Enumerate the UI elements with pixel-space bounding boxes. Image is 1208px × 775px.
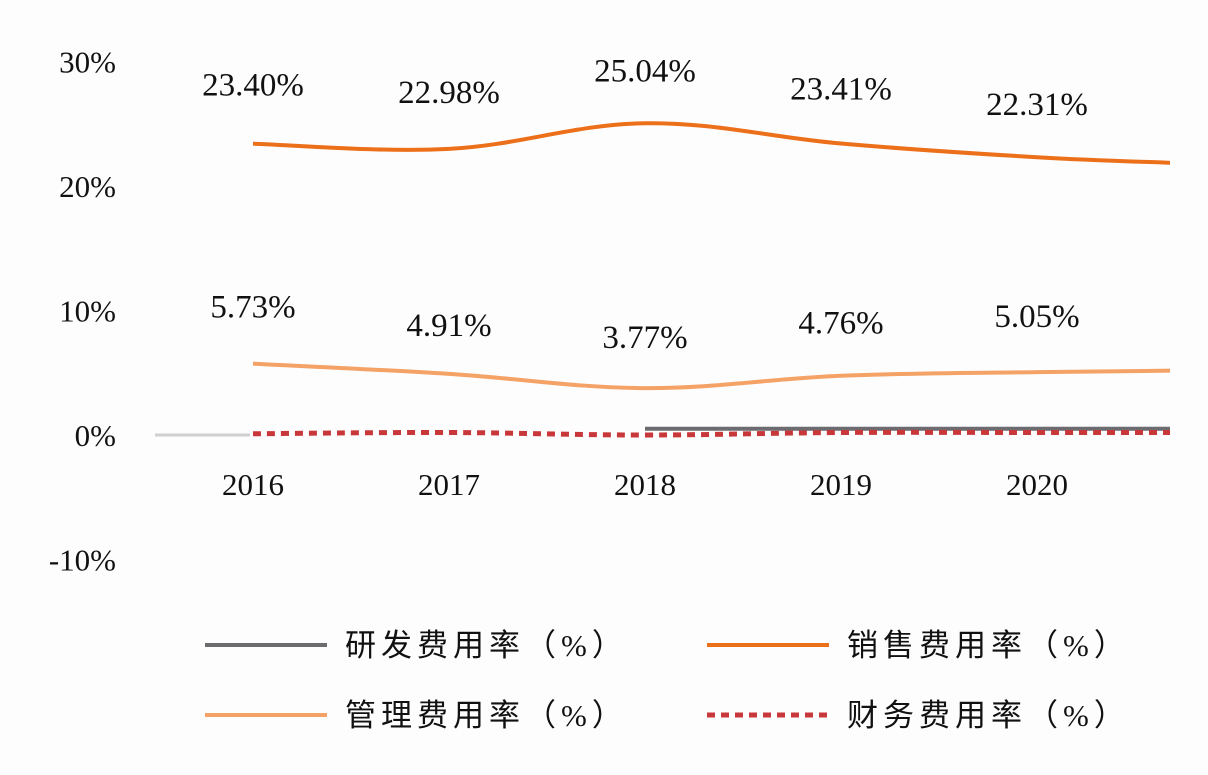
y-tick-label: -10% [49, 543, 116, 578]
series-line-2 [252, 361, 1171, 391]
data-label: 25.04% [594, 53, 696, 89]
x-tick-label: 2020 [1006, 467, 1068, 502]
x-tick-label: 2016 [222, 467, 284, 502]
legend-label: 财务费用率（%） [847, 698, 1130, 733]
data-label: 22.31% [986, 87, 1088, 123]
legend-label: 管理费用率（%） [345, 698, 628, 733]
data-label: 22.98% [398, 75, 500, 111]
y-tick-label: 20% [59, 169, 116, 204]
y-tick-label: 0% [75, 418, 116, 453]
legend-label: 研发费用率（%） [345, 628, 628, 663]
data-label: 5.05% [994, 299, 1079, 335]
y-tick-label: 30% [59, 45, 116, 80]
x-tick-label: 2018 [614, 467, 676, 502]
series-line-3 [252, 429, 1170, 438]
data-label: 23.40% [202, 68, 304, 104]
data-label: 4.76% [798, 306, 883, 342]
data-label: 23.41% [790, 72, 892, 108]
y-tick-label: 10% [59, 294, 116, 329]
x-tick-label: 2017 [418, 467, 480, 502]
x-tick-label: 2019 [810, 467, 872, 502]
legend-label: 销售费用率（%） [847, 628, 1130, 663]
data-label: 5.73% [210, 290, 295, 326]
data-label: 4.91% [406, 308, 491, 344]
series-line-1 [252, 121, 1171, 165]
data-label: 3.77% [602, 320, 687, 356]
